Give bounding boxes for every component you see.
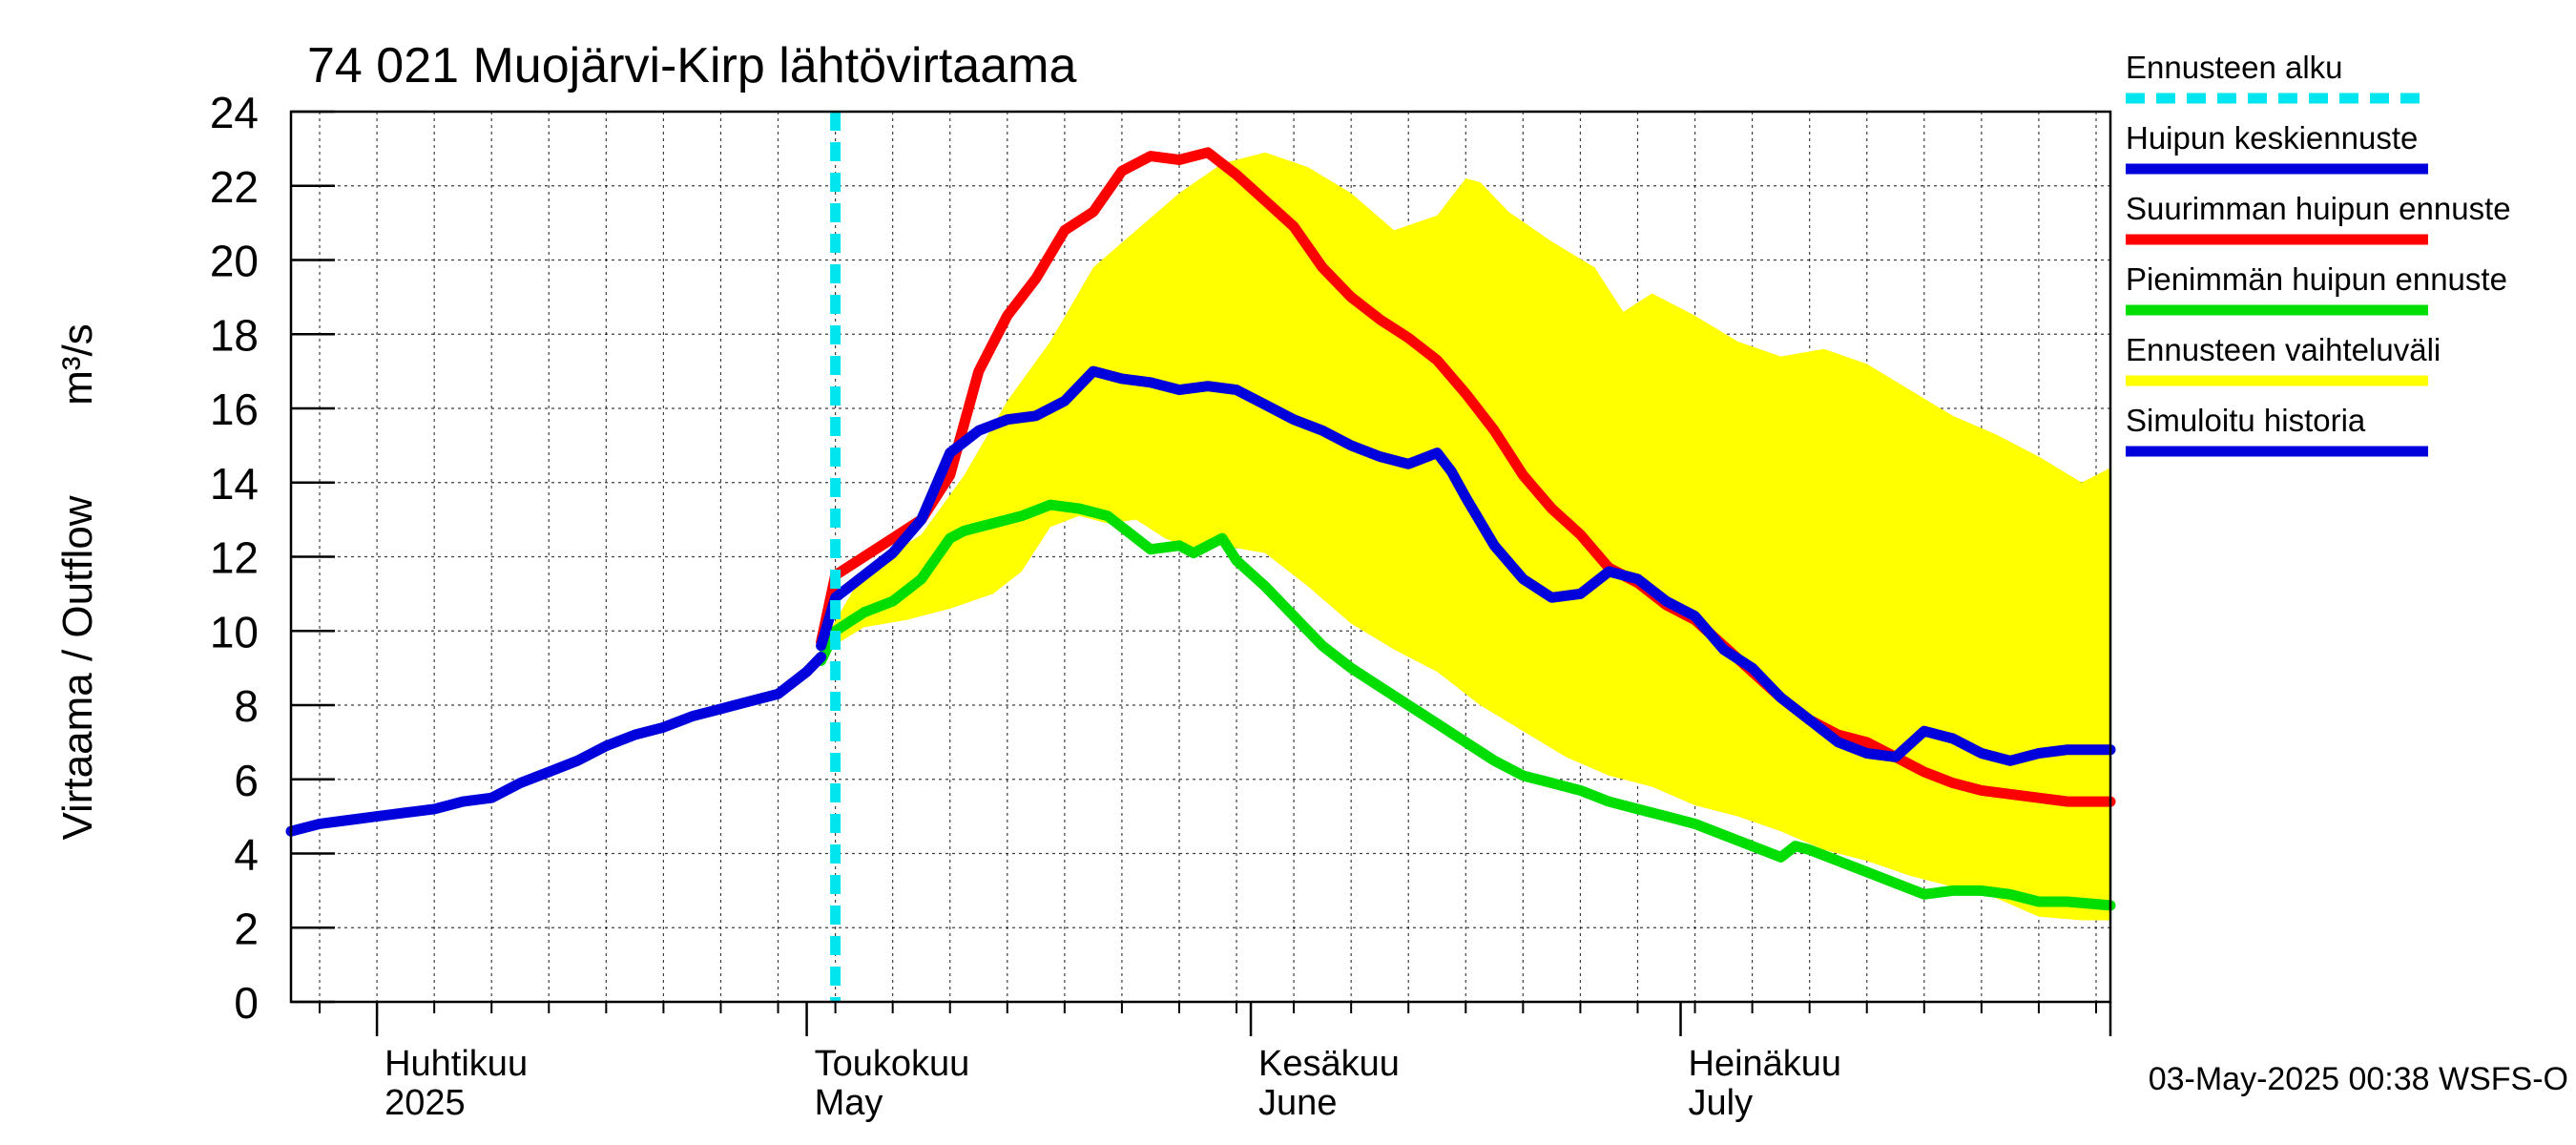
legend: Ennusteen alku Huipun keskiennuste Suurimm… [2126,50,2511,457]
legend-label-forecast_start: Ennusteen alku [2126,50,2343,85]
series-layer [285,112,2116,1002]
legend-label-range: Ennusteen vaihteluväli [2126,332,2441,367]
plot-area [285,110,2116,1004]
max-peak-forecast-line [816,147,2116,807]
min-peak-forecast-line [816,499,2116,911]
y-axis-unit: m³/s [54,323,101,406]
y-tick-label: 6 [234,756,259,805]
y-tick-label: 2 [234,904,259,953]
x-month-sublabel: 2025 [384,1083,466,1123]
y-tick-label: 8 [234,681,259,731]
y-tick-label: 12 [210,533,259,583]
footer-timestamp: 03-May-2025 00:38 WSFS-O [2149,1061,2568,1097]
legend-label-history: Simuloitu historia [2126,403,2366,438]
forecast-range-band [821,152,2110,921]
legend-label-mean: Huipun keskiennuste [2126,120,2418,156]
y-tick-label: 14 [210,459,259,509]
x-month-sublabel: July [1689,1083,1754,1123]
legend-label-max: Suurimman huipun ennuste [2126,191,2511,226]
y-tick-label: 0 [234,978,259,1028]
chart-title: 74 021 Muojärvi-Kirp lähtövirtaama [307,38,1076,94]
y-tick-label: 22 [210,162,259,212]
y-tick-label: 24 [210,88,259,137]
legend-label-min: Pienimmän huipun ennuste [2126,261,2507,297]
x-month-sublabel: May [815,1083,883,1123]
y-tick-label: 20 [210,237,259,286]
y-tick-label: 4 [234,830,259,880]
x-month-label: Huhtikuu [384,1044,528,1084]
y-axis-label: Virtaama / Outflow [54,495,101,840]
x-month-sublabel: June [1258,1083,1337,1123]
y-tick-label: 16 [210,385,259,434]
mean-peak-forecast-line [816,365,2116,766]
x-month-label: Toukokuu [815,1044,970,1084]
x-month-label: Heinäkuu [1689,1044,1842,1084]
x-month-label: Kesäkuu [1258,1044,1400,1084]
y-tick-label: 18 [210,310,259,360]
y-tick-label: 10 [210,607,259,656]
simulated-history-line [285,652,827,837]
